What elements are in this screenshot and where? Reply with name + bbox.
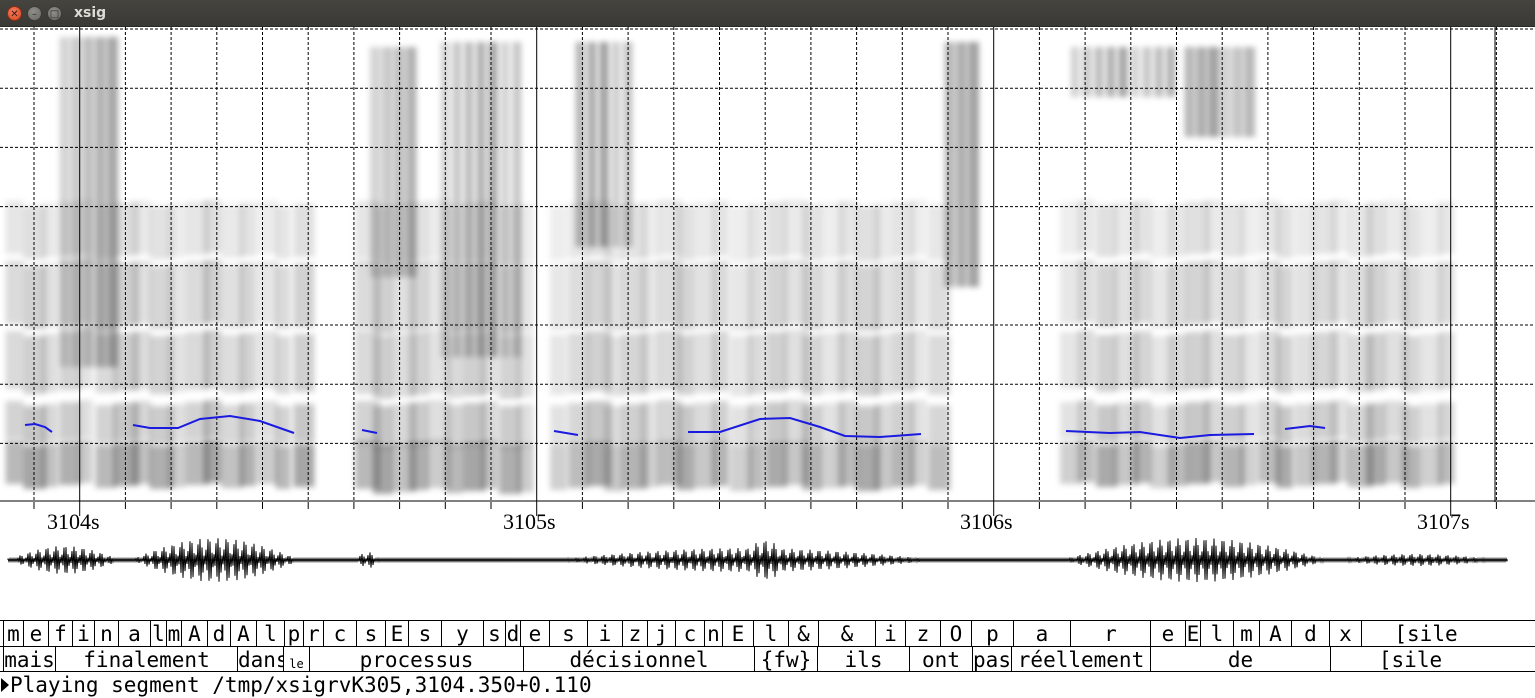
spectrogram-grid xyxy=(0,27,1535,502)
phone-segment[interactable]: A xyxy=(181,621,207,646)
phone-segment[interactable]: x xyxy=(1329,621,1361,646)
phone-segment[interactable]: p xyxy=(284,621,303,646)
phone-segment[interactable]: E xyxy=(385,621,408,646)
phone-segment[interactable]: s xyxy=(356,621,385,646)
phone-segment[interactable]: i xyxy=(587,621,622,646)
pitch-track xyxy=(132,414,295,434)
word-segment[interactable]: processus xyxy=(309,647,523,672)
word-segment[interactable]: pas xyxy=(972,647,1011,672)
word-segment[interactable]: réellement xyxy=(1011,647,1150,672)
window-title: xsig xyxy=(74,5,107,21)
waveform-canvas[interactable] xyxy=(0,530,1535,620)
phone-segment[interactable]: A xyxy=(230,621,256,646)
word-segment[interactable]: dans xyxy=(237,647,283,672)
pitch-track xyxy=(1065,430,1255,440)
phone-segment[interactable]: a xyxy=(1013,621,1070,646)
phone-segment[interactable]: z xyxy=(622,621,647,646)
close-window-button[interactable]: ✕ xyxy=(7,6,22,21)
phone-segment[interactable]: e xyxy=(520,621,549,646)
phone-segment[interactable]: m xyxy=(166,621,181,646)
phone-segment[interactable]: m xyxy=(1233,621,1259,646)
phone-segment[interactable]: i xyxy=(72,621,94,646)
phone-segment[interactable]: e xyxy=(1150,621,1185,646)
phone-segment[interactable]: f xyxy=(48,621,72,646)
phone-segment[interactable]: c xyxy=(323,621,356,646)
phone-segment[interactable]: i xyxy=(875,621,905,646)
pitch-track xyxy=(553,430,579,436)
phone-segment[interactable]: l xyxy=(1200,621,1233,646)
word-segment[interactable]: [sile xyxy=(1330,647,1490,672)
word-segment[interactable]: {fw} xyxy=(754,647,817,672)
spectral-energy xyxy=(5,37,1455,494)
spectrogram-panel[interactable] xyxy=(0,27,1535,502)
phone-segment[interactable]: s xyxy=(408,621,441,646)
phone-segment[interactable]: y xyxy=(441,621,483,646)
word-segment[interactable]: le xyxy=(283,647,309,672)
time-tick-label: 3107s xyxy=(1417,509,1470,534)
pitch-track xyxy=(24,422,53,433)
phone-segment[interactable]: s xyxy=(549,621,587,646)
phone-segment[interactable]: l xyxy=(256,621,284,646)
phone-segment[interactable]: n xyxy=(704,621,722,646)
phone-segment[interactable]: a xyxy=(118,621,150,646)
phone-segment[interactable]: E xyxy=(722,621,753,646)
status-line: Playing segment /tmp/xsigrvK305,3104.350… xyxy=(0,672,1535,698)
phone-segment[interactable]: r xyxy=(1070,621,1150,646)
phone-segment[interactable]: z xyxy=(905,621,940,646)
waveform-panel[interactable] xyxy=(0,530,1535,620)
word-segment[interactable]: mais xyxy=(3,647,55,672)
time-axis: 3104s 3105s 3106s 3107s xyxy=(0,502,1535,538)
phone-segment[interactable]: O xyxy=(940,621,971,646)
phone-segment[interactable]: c xyxy=(675,621,704,646)
word-segment[interactable]: ils xyxy=(817,647,909,672)
phone-segment[interactable]: d xyxy=(505,621,520,646)
time-axis-ticks xyxy=(33,502,1497,516)
phone-segment[interactable]: [sile xyxy=(1361,621,1490,646)
status-message: Playing segment /tmp/xsigrvK305,3104.350… xyxy=(10,673,592,697)
time-tick-label: 3105s xyxy=(503,509,556,534)
play-indicator-icon xyxy=(1,678,9,692)
phone-segment[interactable]: j xyxy=(647,621,675,646)
phone-segment[interactable]: & xyxy=(788,621,818,646)
phone-segment[interactable]: n xyxy=(94,621,118,646)
phone-segment[interactable]: l xyxy=(753,621,788,646)
title-bar: ✕ – □ xsig xyxy=(0,0,1535,27)
phone-segment[interactable]: r xyxy=(303,621,323,646)
pitch-track xyxy=(361,429,378,434)
phone-segment[interactable]: d xyxy=(1291,621,1329,646)
pitch-track xyxy=(688,416,922,439)
phone-segment[interactable]: p xyxy=(971,621,1013,646)
word-tier[interactable]: maisfinalementdansleprocessusdécisionnel… xyxy=(0,646,1535,672)
word-segment[interactable]: de xyxy=(1150,647,1330,672)
maximize-window-button[interactable]: □ xyxy=(47,6,62,21)
phone-segment[interactable]: s xyxy=(483,621,505,646)
phone-segment[interactable]: e xyxy=(23,621,48,646)
time-tick-label: 3104s xyxy=(47,509,100,534)
time-tick-label: 3106s xyxy=(960,509,1013,534)
minimize-window-button[interactable]: – xyxy=(27,6,42,21)
waveform-trace xyxy=(7,537,1508,583)
word-segment[interactable]: ont xyxy=(909,647,972,672)
phone-segment[interactable]: d xyxy=(207,621,230,646)
phone-segment[interactable]: m xyxy=(3,621,23,646)
phone-segment[interactable]: A xyxy=(1259,621,1291,646)
phone-segment[interactable]: l xyxy=(150,621,166,646)
word-segment[interactable]: décisionnel xyxy=(523,647,754,672)
spectrogram-canvas[interactable] xyxy=(0,27,1535,502)
word-segment[interactable]: finalement xyxy=(55,647,237,672)
phone-segment[interactable]: & xyxy=(818,621,875,646)
pitch-track xyxy=(1284,424,1326,430)
phone-segment[interactable]: E xyxy=(1185,621,1200,646)
